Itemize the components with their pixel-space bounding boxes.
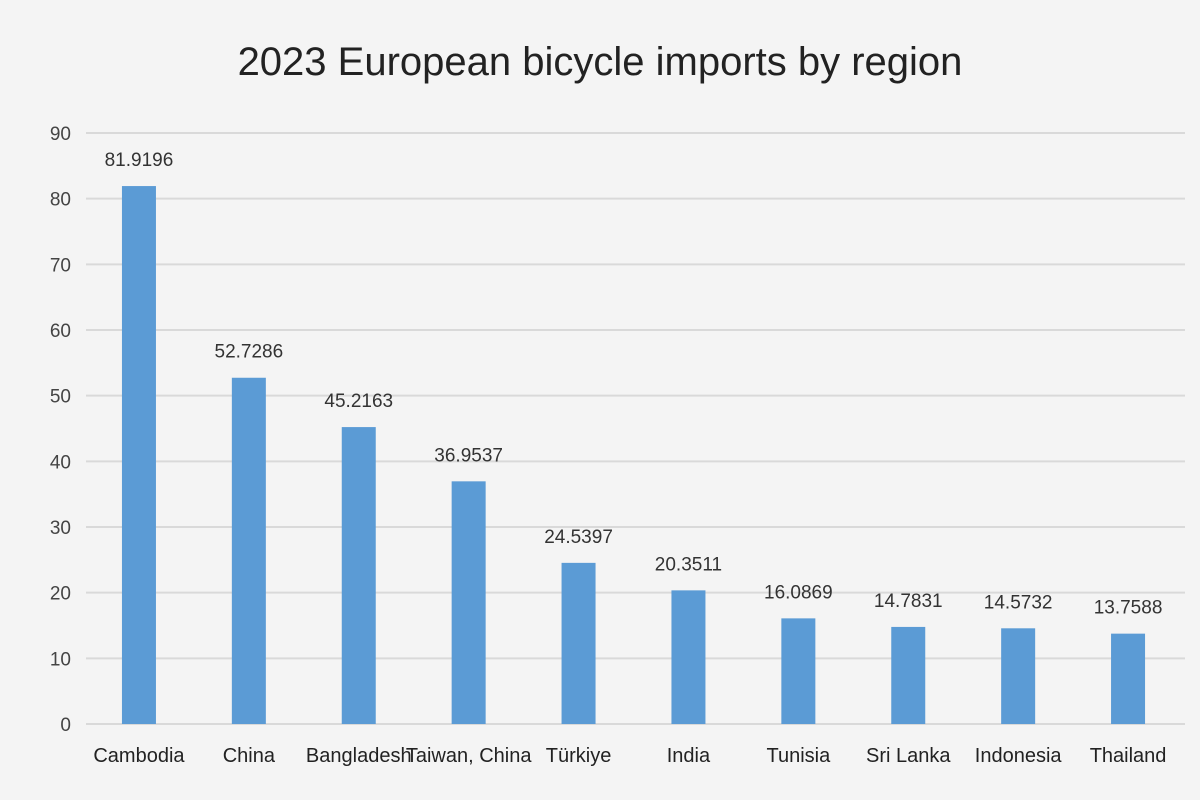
- x-tick-label: Tunisia: [766, 745, 831, 767]
- y-tick-label: 60: [50, 321, 71, 342]
- x-tick-label: Thailand: [1090, 745, 1167, 767]
- y-axis-ticks: 0 10 20 30 40 50 60 70 80 90: [50, 124, 71, 736]
- bars: [121, 186, 1146, 725]
- data-label: 13.7588: [1094, 598, 1163, 619]
- y-tick-label: 30: [50, 518, 71, 539]
- bar: [671, 590, 706, 724]
- x-tick-label: Türkiye: [546, 745, 612, 767]
- gridlines: [86, 132, 1185, 725]
- y-tick-label: 80: [50, 190, 71, 211]
- bar: [1001, 628, 1036, 724]
- bar: [121, 186, 156, 725]
- y-tick-label: 20: [50, 584, 71, 605]
- data-labels: 81.9196 52.7286 45.2163 36.9537 24.5397 20.35…: [105, 150, 1163, 619]
- bar: [891, 626, 926, 724]
- data-label: 24.5397: [544, 527, 613, 548]
- y-tick-label: 40: [50, 452, 71, 473]
- x-tick-label: Sri Lanka: [866, 745, 951, 767]
- chart-title: 2023 European bicycle imports by region: [238, 40, 963, 84]
- x-tick-label: Cambodia: [93, 745, 185, 767]
- x-tick-label: China: [223, 745, 276, 767]
- x-tick-label: Taiwan, China: [406, 745, 533, 767]
- data-label: 14.5732: [984, 592, 1053, 613]
- x-tick-label: India: [667, 745, 711, 767]
- y-tick-label: 50: [50, 387, 71, 408]
- data-label: 52.7286: [215, 342, 284, 363]
- y-tick-label: 70: [50, 255, 71, 276]
- x-tick-label: Indonesia: [975, 745, 1063, 767]
- bar: [451, 481, 486, 724]
- data-label: 16.0869: [764, 582, 833, 603]
- y-tick-label: 0: [60, 715, 71, 736]
- bar: [341, 427, 376, 724]
- y-tick-label: 10: [50, 649, 71, 670]
- y-tick-label: 90: [50, 124, 71, 145]
- bar: [561, 562, 596, 724]
- bar: [231, 377, 266, 724]
- data-label: 14.7831: [874, 591, 943, 612]
- data-label: 36.9537: [434, 445, 503, 466]
- bar: [1111, 633, 1146, 724]
- data-label: 81.9196: [105, 150, 174, 171]
- x-tick-label: Bangladesh: [306, 745, 412, 767]
- bar: [781, 618, 816, 724]
- data-label: 45.2163: [324, 391, 393, 412]
- data-label: 20.3511: [655, 554, 722, 575]
